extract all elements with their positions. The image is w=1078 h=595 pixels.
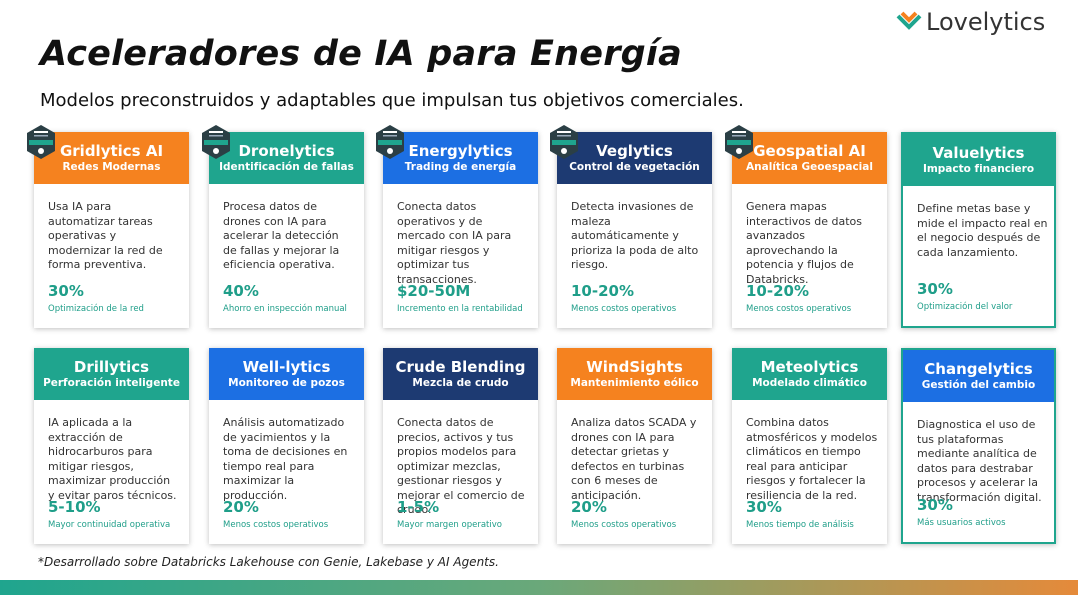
card-description: Conecta datos de precios, activos y tus …: [397, 416, 525, 516]
card-tagline: Monitoreo de pozos: [228, 377, 345, 389]
card: Crude Blending Mezcla de crudo Conecta dat…: [383, 348, 538, 544]
card-name: Valuelytics: [932, 144, 1025, 162]
card: Gridlytics AI Redes Modernas Usa IA para a…: [27, 125, 189, 328]
card-stat-label: Menos costos operativos: [223, 520, 329, 530]
card-tagline: Redes Modernas: [62, 161, 161, 173]
card-description: Define metas base y mide el impacto real…: [917, 202, 1048, 259]
card-stat: $20-50M: [397, 282, 471, 300]
card-stat: 30%: [917, 280, 953, 298]
card-description: Análisis automatizado de yacimientos y l…: [223, 416, 348, 502]
card-header: WindSights Mantenimiento eólico: [557, 348, 712, 400]
card-name: Energylytics: [408, 142, 513, 160]
card: Energylytics Trading de energía Conecta da…: [376, 125, 538, 328]
card-header: Valuelytics Impacto financiero: [903, 134, 1054, 186]
subtitle: Modelos preconstruidos y adaptables que …: [40, 90, 744, 111]
card-tagline: Modelado climático: [752, 377, 867, 389]
card-name: Well-lytics: [242, 358, 331, 376]
card-header: Veglytics Control de vegetación: [557, 132, 712, 184]
card: Veglytics Control de vegetación Detecta in…: [550, 125, 712, 328]
card-stat: 30%: [48, 282, 84, 300]
card-description: Analiza datos SCADA y drones con IA para…: [571, 416, 697, 502]
card-header: Energylytics Trading de energía: [383, 132, 538, 184]
logo-icon: [896, 11, 922, 30]
title: Aceleradores de IA para Energía: [40, 34, 682, 74]
card-header: Dronelytics Identificación de fallas: [209, 132, 364, 184]
card-stat: 30%: [917, 496, 953, 514]
logo: Lovelytics: [896, 8, 1045, 36]
card-header: Meteolytics Modelado climático: [732, 348, 887, 400]
card: Dronelytics Identificación de fallas Proce…: [202, 125, 364, 328]
card-name: Veglytics: [596, 142, 673, 160]
certification-badge: [725, 125, 753, 159]
card-tagline: Impacto financiero: [922, 163, 1035, 175]
card-header: Well-lytics Monitoreo de pozos: [209, 348, 364, 400]
certification-badge: [376, 125, 404, 159]
card-header: Gridlytics AI Redes Modernas: [34, 132, 189, 184]
card-description: Diagnostica el uso de tus plataformas me…: [917, 418, 1042, 504]
card-stat-label: Menos costos operativos: [571, 520, 677, 530]
card-description: Combina datos atmosféricos y modelos cli…: [746, 416, 878, 502]
card-header: Geospatial AI Analítica Geoespacial: [732, 132, 887, 184]
card-stat-label: Más usuarios activos: [917, 518, 1006, 528]
certification-badge: [27, 125, 55, 159]
card-header: Changelytics Gestión del cambio: [903, 350, 1054, 402]
footer-bar: [0, 580, 1078, 595]
certification-badge: [202, 125, 230, 159]
card-tagline: Gestión del cambio: [921, 379, 1036, 391]
card-name: Gridlytics AI: [59, 142, 164, 160]
card-stat: 40%: [223, 282, 259, 300]
card-name: Geospatial AI: [753, 142, 866, 160]
certification-badge: [550, 125, 578, 159]
card-stat-label: Optimización del valor: [917, 302, 1013, 312]
card-stat-label: Optimización de la red: [48, 304, 144, 314]
card-tagline: Perforación inteligente: [43, 377, 180, 389]
card-stat: 10-20%: [571, 282, 635, 300]
card-stat: 5-10%: [48, 498, 101, 516]
card-name: Dronelytics: [238, 142, 335, 160]
card-stat: 10-20%: [746, 282, 810, 300]
card-description: Usa IA para automatizar tareas operativa…: [48, 200, 163, 271]
card-name: Meteolytics: [760, 358, 859, 376]
card-stat-label: Menos tiempo de análisis: [746, 520, 854, 530]
card-stat-label: Incremento en la rentabilidad: [397, 304, 523, 314]
card-tagline: Mezcla de crudo: [412, 377, 509, 389]
card-description: Genera mapas interactivos de datos avanz…: [746, 200, 862, 286]
card-stat-label: Ahorro en inspección manual: [223, 304, 347, 314]
card-tagline: Mantenimiento eólico: [570, 377, 699, 389]
card-name: WindSights: [586, 358, 683, 376]
card-tagline: Analítica Geoespacial: [746, 161, 873, 173]
logo-text: Lovelytics: [926, 8, 1046, 36]
card-stat-label: Menos costos operativos: [746, 304, 852, 314]
card-stat: 1-5%: [397, 498, 440, 516]
card-description: Detecta invasiones de maleza automáticam…: [571, 200, 699, 271]
card-header: Drillytics Perforación inteligente: [34, 348, 189, 400]
card-header: Crude Blending Mezcla de crudo: [383, 348, 538, 400]
card-stat: 30%: [746, 498, 782, 516]
card-stat-label: Menos costos operativos: [571, 304, 677, 314]
card-description: Conecta datos operativos y de mercado co…: [397, 200, 512, 286]
card: Changelytics Gestión del cambio Diagnostic…: [901, 348, 1056, 544]
card: Meteolytics Modelado climático Combina dat…: [732, 348, 887, 544]
card: Drillytics Perforación inteligente IA apli…: [34, 348, 189, 544]
card-stat: 20%: [223, 498, 259, 516]
card-stat: 20%: [571, 498, 607, 516]
card-name: Drillytics: [73, 358, 150, 376]
card-name: Changelytics: [924, 360, 1033, 378]
card: WindSights Mantenimiento eólico Analiza da…: [557, 348, 712, 544]
card-description: IA aplicada a la extracción de hidrocarb…: [48, 416, 177, 502]
card-tagline: Trading de energía: [404, 161, 517, 173]
card-tagline: Identificación de fallas: [219, 161, 354, 173]
card: Valuelytics Impacto financiero Define meta…: [901, 132, 1056, 328]
card: Well-lytics Monitoreo de pozos Análisis au…: [209, 348, 364, 544]
card-tagline: Control de vegetación: [569, 161, 700, 173]
card: Geospatial AI Analítica Geoespacial Genera…: [725, 125, 887, 328]
card-description: Procesa datos de drones con IA para acel…: [223, 200, 340, 271]
card-stat-label: Mayor margen operativo: [397, 520, 502, 530]
card-stat-label: Mayor continuidad operativa: [48, 520, 171, 530]
card-name: Crude Blending: [395, 358, 526, 376]
footnote: *Desarrollado sobre Databricks Lakehouse…: [38, 555, 499, 569]
